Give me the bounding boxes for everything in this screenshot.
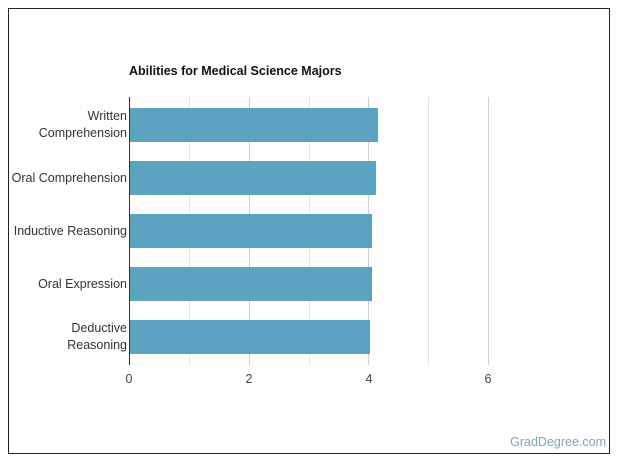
- x-tick-label: 0: [125, 372, 133, 386]
- bar: [129, 320, 370, 354]
- bar: [129, 214, 373, 248]
- category-label: Written Comprehension: [2, 108, 127, 142]
- category-label-line: Comprehension: [38, 126, 127, 140]
- chart-title: Abilities for Medical Science Majors: [129, 64, 342, 78]
- watermark-link[interactable]: GradDegree.com: [510, 435, 606, 449]
- category-label-line: Oral Expression: [38, 276, 127, 291]
- category-label-line: Deductive: [71, 321, 127, 335]
- category-label: Oral Comprehension: [2, 170, 127, 187]
- category-label-line: Reasoning: [67, 338, 127, 352]
- y-axis-line: [129, 97, 130, 365]
- x-tick-label: 6: [484, 372, 492, 386]
- bar: [129, 161, 376, 195]
- gridline: [428, 97, 429, 365]
- category-label: Inductive Reasoning: [2, 223, 127, 240]
- plot-area: [129, 97, 489, 365]
- category-label-line: Oral Comprehension: [11, 170, 127, 185]
- x-tick-label: 4: [365, 372, 373, 386]
- x-tick-label: 2: [245, 372, 253, 386]
- category-label: Oral Expression: [2, 276, 127, 293]
- category-label: Deductive Reasoning: [2, 320, 127, 354]
- gridline: [488, 97, 489, 365]
- category-label-line: Written: [87, 109, 127, 123]
- bar: [129, 267, 373, 301]
- chart-frame: [8, 8, 610, 454]
- category-label-line: Inductive Reasoning: [13, 223, 127, 238]
- bar: [129, 108, 379, 142]
